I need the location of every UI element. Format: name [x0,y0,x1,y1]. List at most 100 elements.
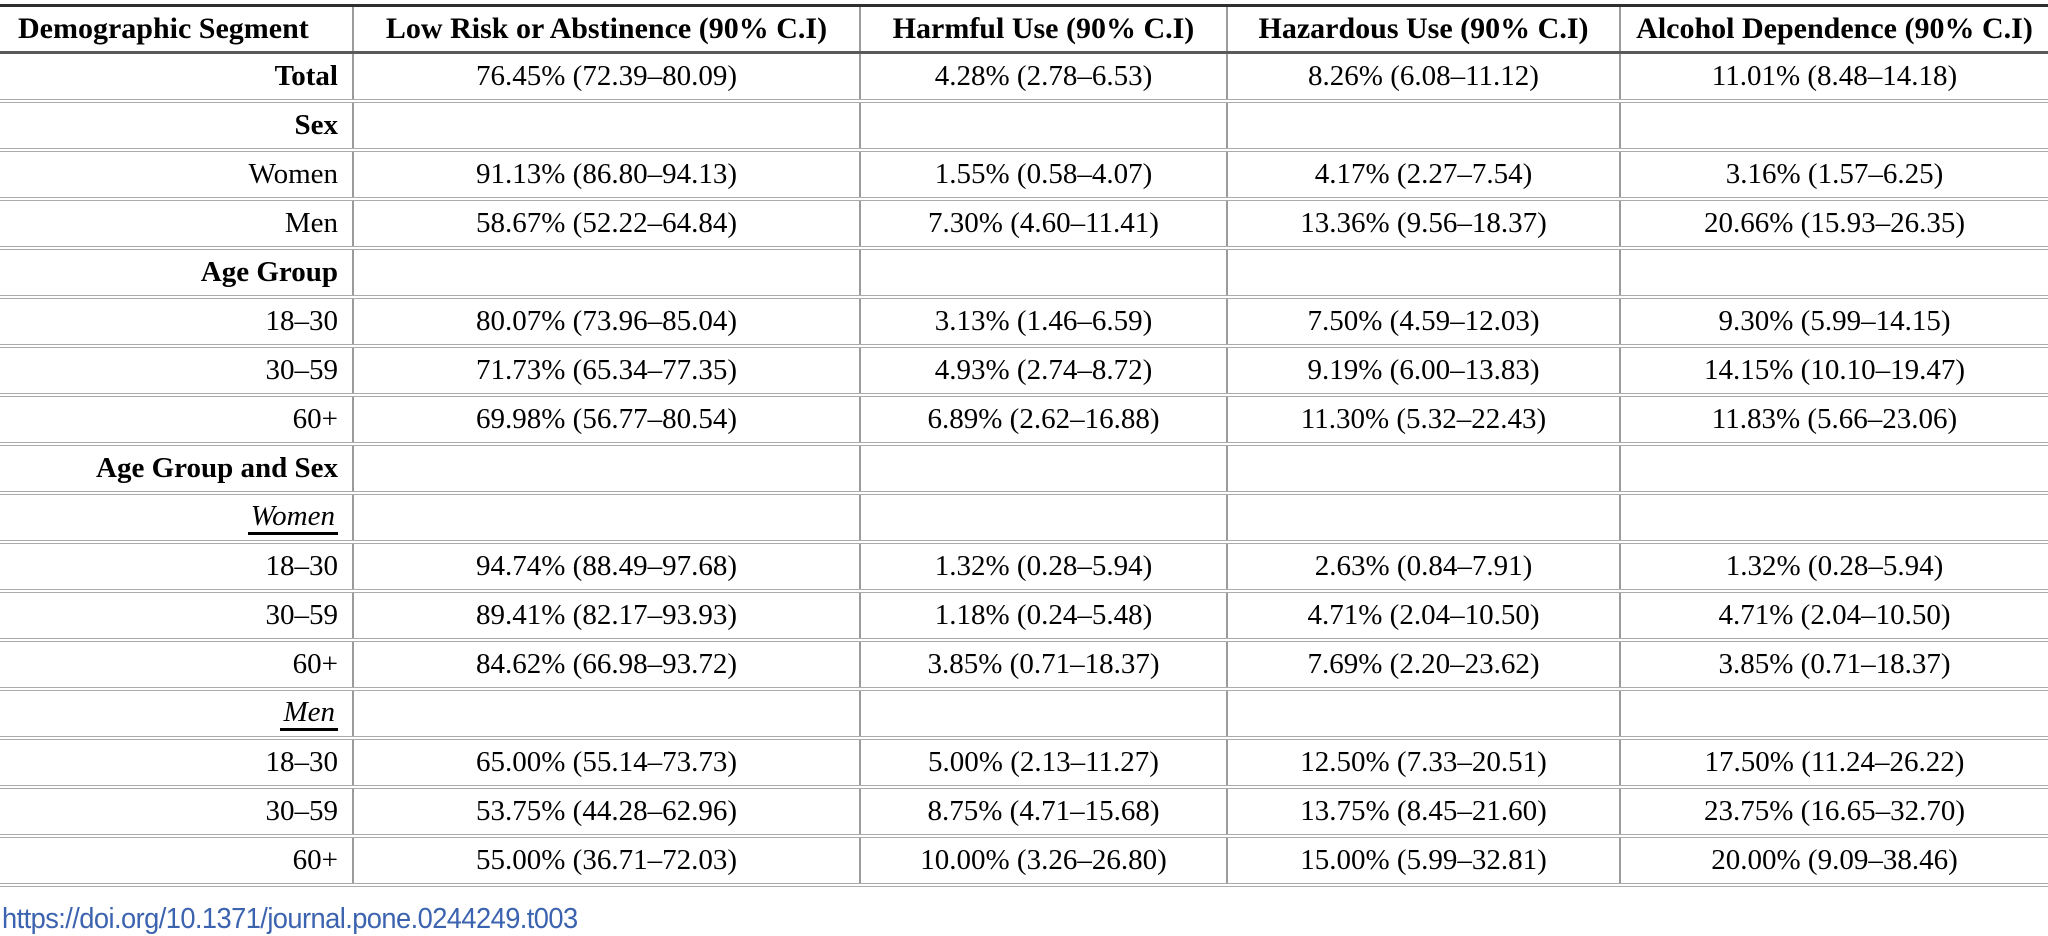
value-cell: 3.13% (1.46–6.59) [860,297,1228,348]
doi-footer: https://doi.org/10.1371/journal.pone.024… [2,903,2048,936]
row-label-cell: 18–30 [0,297,354,348]
value-cell: 3.85% (0.71–18.37) [1620,640,2048,691]
value-cell: 6.89% (2.62–16.88) [860,395,1228,446]
value-cell [860,101,1228,152]
value-cell: 69.98% (56.77–80.54) [353,395,861,446]
value-cell: 8.75% (4.71–15.68) [860,787,1228,838]
table-row: Sex [0,101,2048,152]
column-header-alcohol-dependence: Alcohol Dependence (90% C.I) [1620,5,2048,54]
value-cell: 4.71% (2.04–10.50) [1620,591,2048,642]
row-label: Women [247,500,338,536]
value-cell: 94.74% (88.49–97.68) [353,542,861,593]
value-cell: 4.71% (2.04–10.50) [1227,591,1621,642]
value-cell [353,689,861,740]
table-row: 18–30 65.00% (55.14–73.73) 5.00% (2.13–11.… [0,738,2048,789]
row-label: 18–30 [265,305,339,337]
column-header-low-risk: Low Risk or Abstinence (90% C.I) [353,5,861,54]
row-label-cell: 60+ [0,395,354,446]
value-cell: 13.75% (8.45–21.60) [1227,787,1621,838]
value-cell [353,493,861,544]
row-label: 60+ [292,648,338,680]
column-header-harmful-use: Harmful Use (90% C.I) [860,5,1228,54]
row-label-cell: Age Group and Sex [0,444,354,495]
row-label: 30–59 [265,599,339,631]
row-label-cell: Age Group [0,248,354,299]
table-row: 18–30 80.07% (73.96–85.04) 3.13% (1.46–6.5… [0,297,2048,348]
table-row: 30–59 71.73% (65.34–77.35) 4.93% (2.74–8.7… [0,346,2048,397]
row-label: 30–59 [265,354,339,386]
row-label: 18–30 [265,746,339,778]
value-cell: 13.36% (9.56–18.37) [1227,199,1621,250]
value-cell [1227,101,1621,152]
value-cell [1620,444,2048,495]
row-label: 18–30 [265,550,339,582]
demographics-table: Demographic Segment Low Risk or Abstinen… [0,4,2048,887]
header-row: Demographic Segment Low Risk or Abstinen… [0,5,2048,54]
value-cell [860,248,1228,299]
value-cell: 9.19% (6.00–13.83) [1227,346,1621,397]
row-label-cell: 18–30 [0,738,354,789]
row-label-cell: 60+ [0,640,354,691]
row-label: Men [284,207,338,239]
value-cell [1620,493,2048,544]
table-row: 60+ 69.98% (56.77–80.54) 6.89% (2.62–16.88… [0,395,2048,446]
value-cell [1227,493,1621,544]
row-label-cell: Men [0,199,354,250]
value-cell: 8.26% (6.08–11.12) [1227,52,1621,103]
row-label-cell: 60+ [0,836,354,887]
table-row: Age Group [0,248,2048,299]
value-cell: 11.01% (8.48–14.18) [1620,52,2048,103]
row-label: 60+ [292,844,338,876]
value-cell: 71.73% (65.34–77.35) [353,346,861,397]
value-cell [1620,101,2048,152]
row-label: Sex [294,109,339,141]
row-label-cell: 18–30 [0,542,354,593]
value-cell: 80.07% (73.96–85.04) [353,297,861,348]
value-cell [860,444,1228,495]
value-cell [860,493,1228,544]
value-cell [1227,444,1621,495]
value-cell [353,444,861,495]
value-cell: 15.00% (5.99–32.81) [1227,836,1621,887]
value-cell: 3.85% (0.71–18.37) [860,640,1228,691]
value-cell: 7.69% (2.20–23.62) [1227,640,1621,691]
row-label-cell: Women [0,493,354,544]
value-cell: 5.00% (2.13–11.27) [860,738,1228,789]
row-label-cell: 30–59 [0,591,354,642]
row-label: Age Group [200,256,338,288]
value-cell: 4.17% (2.27–7.54) [1227,150,1621,201]
value-cell: 1.32% (0.28–5.94) [1620,542,2048,593]
value-cell: 55.00% (36.71–72.03) [353,836,861,887]
value-cell [353,248,861,299]
row-label-cell: Men [0,689,354,740]
value-cell: 1.55% (0.58–4.07) [860,150,1228,201]
row-label-cell: Total [0,52,354,103]
value-cell: 4.93% (2.74–8.72) [860,346,1228,397]
table-row: Women 91.13% (86.80–94.13) 1.55% (0.58–4.0… [0,150,2048,201]
value-cell [353,101,861,152]
value-cell: 7.30% (4.60–11.41) [860,199,1228,250]
table-row: Women [0,493,2048,544]
table-header: Demographic Segment Low Risk or Abstinen… [0,5,2048,54]
value-cell: 11.83% (5.66–23.06) [1620,395,2048,446]
value-cell: 4.28% (2.78–6.53) [860,52,1228,103]
row-label-cell: 30–59 [0,787,354,838]
table-row: 18–30 94.74% (88.49–97.68) 1.32% (0.28–5.9… [0,542,2048,593]
value-cell [1227,689,1621,740]
doi-link[interactable]: https://doi.org/10.1371/journal.pone.024… [2,903,578,935]
row-label-cell: 30–59 [0,346,354,397]
value-cell: 20.00% (9.09–38.46) [1620,836,2048,887]
table-body: Total 76.45% (72.39–80.09) 4.28% (2.78–6.5… [0,52,2048,887]
row-label: 30–59 [265,795,339,827]
value-cell: 65.00% (55.14–73.73) [353,738,861,789]
table-row: Men 58.67% (52.22–64.84) 7.30% (4.60–11.41… [0,199,2048,250]
value-cell: 7.50% (4.59–12.03) [1227,297,1621,348]
row-label: Total [274,60,338,92]
value-cell [1227,248,1621,299]
value-cell: 10.00% (3.26–26.80) [860,836,1228,887]
value-cell: 91.13% (86.80–94.13) [353,150,861,201]
value-cell: 84.62% (66.98–93.72) [353,640,861,691]
value-cell: 12.50% (7.33–20.51) [1227,738,1621,789]
value-cell: 76.45% (72.39–80.09) [353,52,861,103]
table-figure: Demographic Segment Low Risk or Abstinen… [0,4,2048,936]
